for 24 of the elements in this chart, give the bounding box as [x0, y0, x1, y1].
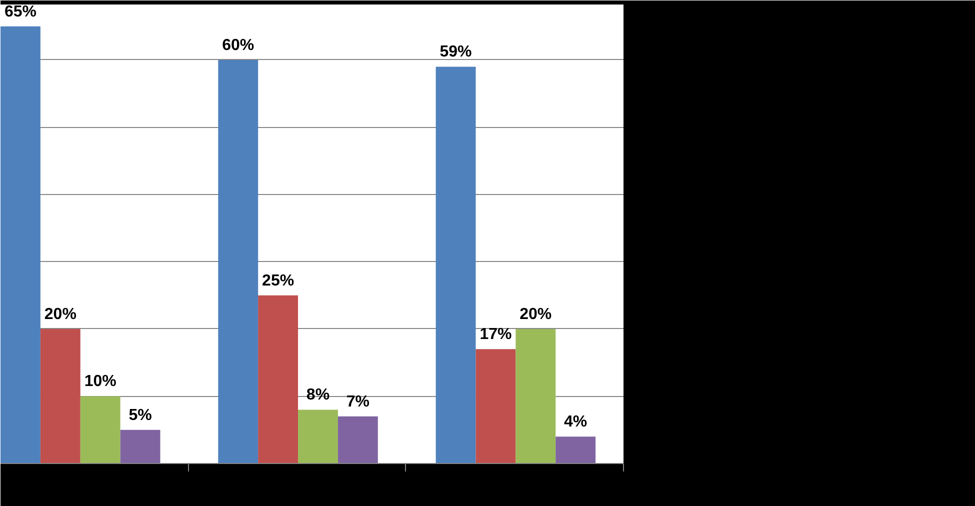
data-label: 20%	[520, 306, 552, 323]
data-label: 25%	[262, 272, 294, 290]
bar	[120, 430, 160, 464]
data-label: 5%	[128, 406, 152, 424]
data-label: 4%	[564, 414, 588, 431]
bar	[0, 26, 40, 464]
bar	[298, 410, 338, 464]
bar	[80, 396, 120, 464]
data-label: 10%	[84, 373, 116, 390]
bar	[516, 328, 556, 464]
data-label: 7%	[346, 393, 370, 410]
bar	[40, 328, 80, 464]
bar	[258, 295, 298, 464]
bar	[556, 436, 596, 464]
data-label: 20%	[44, 306, 76, 323]
data-label: 59%	[440, 44, 472, 61]
data-label: 60%	[222, 36, 254, 54]
bar	[476, 349, 516, 464]
bar	[218, 60, 258, 464]
data-label: 8%	[306, 386, 330, 404]
data-label: 65%	[4, 3, 36, 20]
bar	[436, 66, 476, 464]
bar	[338, 416, 378, 464]
data-label: 17%	[480, 326, 512, 344]
